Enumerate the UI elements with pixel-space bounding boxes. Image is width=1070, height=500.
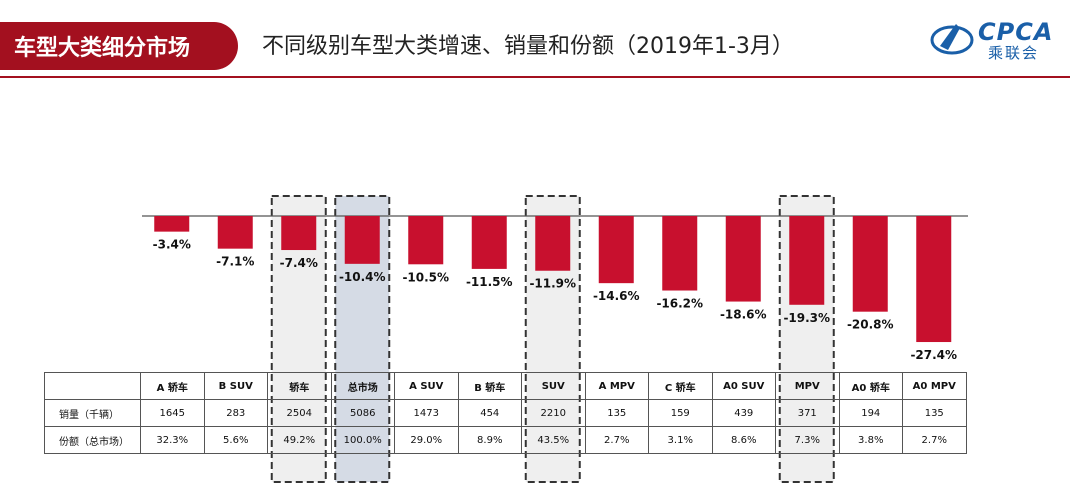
table-header-row: A 轿车 B SUV 轿车 总市场 A SUV B 轿车 SUV A MPV C 轿车 A0 SU… [44,372,967,400]
table-cell: 49.2% [267,426,332,454]
bar-4 [408,216,444,265]
table-header-cell: A0 轿车 [838,372,903,400]
bar-10 [789,216,825,305]
table-cell: 5086 [330,399,395,427]
table-cell: 135 [584,399,649,427]
bar-6 [535,216,571,271]
table-cell: 8.6% [711,426,776,454]
bar-5 [471,216,507,269]
data-label-9: -18.6% [720,308,767,322]
table-header-cell: B SUV [203,372,268,400]
data-label-1: -7.1% [216,255,254,269]
bar-12 [916,216,952,343]
table-cell: 100.0% [330,426,395,454]
table-cell: 454 [457,399,522,427]
data-label-11: -20.8% [847,318,894,332]
table-cell: 135 [902,399,967,427]
table-cell: 8.9% [457,426,522,454]
table-row-label: 销量（千辆） [44,399,141,427]
table-row: 销量（千辆） 1645 283 2504 5086 1473 454 2210 135 159 43… [44,399,967,427]
data-label-12: -27.4% [910,348,957,362]
table-header-cell: A MPV [584,372,649,400]
data-label-3: -10.4% [339,270,386,284]
data-label-10: -19.3% [783,311,830,325]
data-label-0: -3.4% [153,238,191,252]
table-cell: 2504 [267,399,332,427]
bar-8 [662,216,698,291]
table-cell: 439 [711,399,776,427]
table-cell: 1473 [394,399,459,427]
page-title: 不同级别车型大类增速、销量和份额（2019年1-3月） [262,34,794,59]
table-cell: 3.1% [648,426,713,454]
table-cell: 43.5% [521,426,586,454]
data-label-4: -10.5% [402,270,449,284]
table-header-cell: A 轿车 [140,372,205,400]
table-cell: 194 [838,399,903,427]
table-header-cell: C 轿车 [648,372,713,400]
data-table: A 轿车 B SUV 轿车 总市场 A SUV B 轿车 SUV A MPV C 轿车 A0 SU… [44,372,967,454]
table-cell: 159 [648,399,713,427]
bar-11 [852,216,888,312]
table-corner-cell [44,372,141,400]
bar-0 [154,216,190,232]
table-row: 份额（总市场） 32.3% 5.6% 49.2% 100.0% 29.0% 8.9% 43.5… [44,426,967,454]
bar-9 [725,216,761,302]
table-cell: 1645 [140,399,205,427]
table-header-cell: A0 MPV [902,372,967,400]
bar-7 [598,216,634,284]
bar-3 [344,216,380,264]
logo-text: CPCA [978,18,1054,46]
data-label-2: -7.4% [280,256,318,270]
table-header-cell: 轿车 [267,372,332,400]
bar-2 [281,216,317,251]
data-label-7: -14.6% [593,289,640,303]
bar-1 [217,216,253,249]
table-cell: 32.3% [140,426,205,454]
table-row-label: 份额（总市场） [44,426,141,454]
section-tag: 车型大类细分市场 [0,22,238,70]
table-header-cell: 总市场 [330,372,395,400]
table-header-cell: B 轿车 [457,372,522,400]
cpca-logo-icon [930,24,974,55]
table-header-cell: MPV [775,372,840,400]
table-cell: 5.6% [203,426,268,454]
table-cell: 3.8% [838,426,903,454]
data-label-6: -11.9% [529,277,576,291]
table-cell: 283 [203,399,268,427]
header-divider [0,76,1070,78]
logo-subtitle: 乘联会 [988,44,1040,62]
table-header-cell: A SUV [394,372,459,400]
table-cell: 29.0% [394,426,459,454]
table-cell: 2.7% [584,426,649,454]
table-cell: 2.7% [902,426,967,454]
data-label-8: -16.2% [656,297,703,311]
table-header-cell: A0 SUV [711,372,776,400]
table-cell: 7.3% [775,426,840,454]
table-cell: 2210 [521,399,586,427]
table-cell: 371 [775,399,840,427]
data-label-5: -11.5% [466,275,513,289]
table-header-cell: SUV [521,372,586,400]
